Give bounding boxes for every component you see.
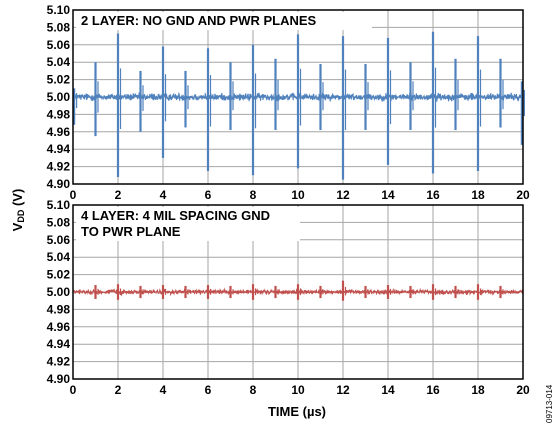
x-tick-label: 0	[70, 188, 77, 202]
x-tick-label: 12	[336, 383, 350, 397]
y-tick-label: 5.04	[47, 250, 71, 264]
title-background	[76, 207, 300, 241]
y-axis-label-sub: DD	[16, 209, 26, 222]
y-tick-label: 5.00	[47, 90, 71, 104]
y-axis-label-main: V	[10, 222, 25, 231]
x-tick-label: 12	[336, 188, 350, 202]
x-tick-label: 2	[115, 188, 122, 202]
y-tick-label: 4.94	[47, 337, 71, 351]
x-tick-label: 6	[205, 383, 212, 397]
x-tick-label: 10	[291, 383, 305, 397]
y-tick-label: 5.10	[47, 198, 71, 212]
x-tick-label: 10	[291, 188, 305, 202]
y-tick-label: 5.02	[47, 73, 71, 87]
figure-id: 09713-014	[545, 384, 554, 423]
y-tick-label: 4.96	[47, 125, 71, 139]
y-tick-label: 4.98	[47, 302, 71, 316]
plot-title-line: TO PWR PLANE	[81, 224, 181, 239]
x-tick-label: 0	[70, 383, 77, 397]
x-tick-label: 16	[426, 188, 440, 202]
y-tick-label: 4.90	[47, 372, 71, 386]
x-tick-label: 2	[115, 383, 122, 397]
plot-panel-1: 0 2 4 6 8 10 12 14 16 18 20 5.10 5.08 5.06 5.04 5.02 5.0…	[47, 3, 530, 202]
plot-title-line: 4 LAYER: 4 MIL SPACING GND	[81, 208, 270, 223]
y-tick-label: 4.98	[47, 107, 71, 121]
x-tick-label: 4	[160, 188, 167, 202]
title-background	[76, 12, 372, 30]
x-tick-label: 8	[250, 383, 257, 397]
x-tick-label: 18	[471, 188, 485, 202]
y-tick-label: 5.06	[47, 38, 71, 52]
y-tick-label: 5.08	[47, 215, 71, 229]
x-tick-label: 6	[205, 188, 212, 202]
y-tick-label: 5.02	[47, 268, 71, 282]
y-axis-label-unit: (V)	[10, 189, 25, 210]
plot-panel-2: 0 2 4 6 8 10 12 14 16 18 20 5.10 5.08 5.06 5.04 5.02 5.0…	[47, 198, 530, 397]
y-tick-label: 4.94	[47, 142, 71, 156]
y-axis-label: VDD (V)	[10, 189, 26, 232]
plot-frame	[72, 9, 524, 185]
x-tick-label: 20	[516, 188, 530, 202]
y-tick-label: 5.10	[47, 3, 71, 17]
y-tick-label: 4.92	[47, 160, 71, 174]
plot-title-line: 2 LAYER: NO GND AND PWR PLANES	[81, 13, 317, 28]
x-tick-label: 16	[426, 383, 440, 397]
y-tick-label: 4.90	[47, 177, 71, 191]
x-tick-label: 8	[250, 188, 257, 202]
plot-frame	[72, 204, 524, 380]
y-tick-label: 4.96	[47, 320, 71, 334]
y-tick-label: 5.04	[47, 55, 71, 69]
x-tick-label: 4	[160, 383, 167, 397]
y-tick-label: 5.08	[47, 20, 71, 34]
x-tick-label: 20	[516, 383, 530, 397]
plots-layer: 0 2 4 6 8 10 12 14 16 18 205.105.085.065.045.025.0…	[47, 3, 530, 397]
y-tick-label: 5.06	[47, 233, 71, 247]
x-axis-label: TIME (µs)	[268, 404, 326, 419]
x-tick-label: 14	[381, 188, 395, 202]
x-tick-label: 14	[381, 383, 395, 397]
x-tick-label: 18	[471, 383, 485, 397]
y-tick-label: 4.92	[47, 355, 71, 369]
y-tick-label: 5.00	[47, 285, 71, 299]
